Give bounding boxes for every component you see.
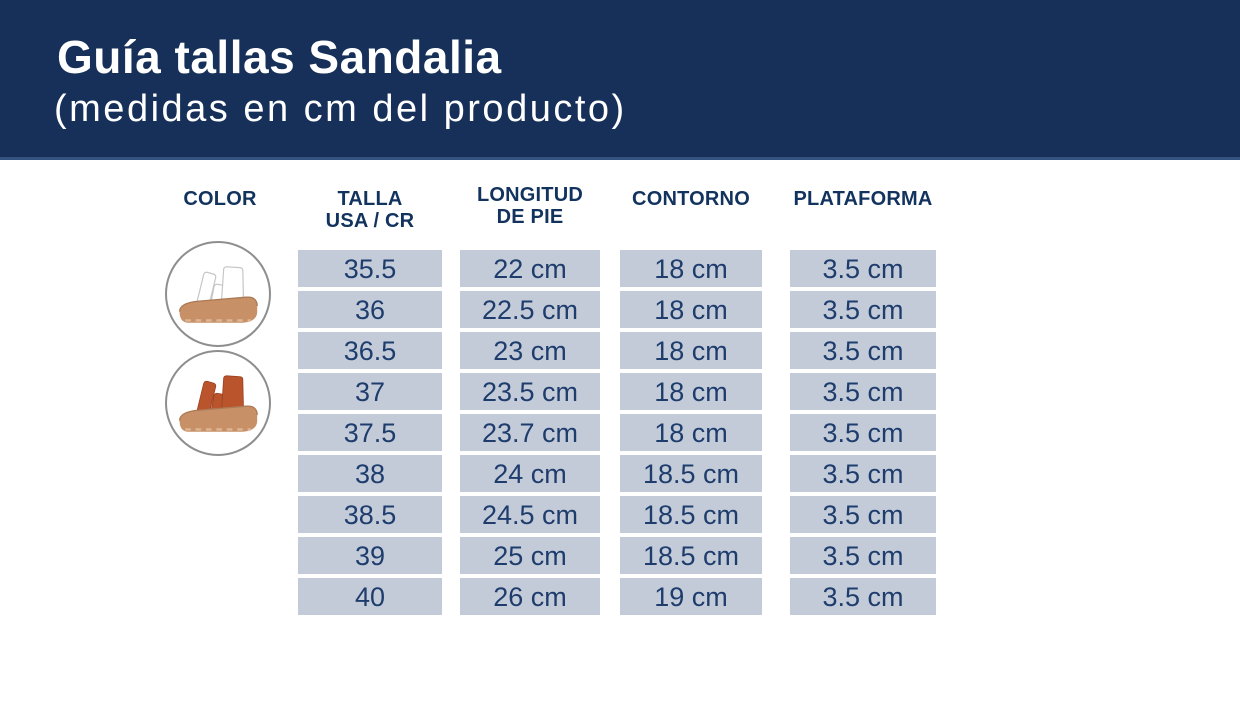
table-cell: 18 cm	[620, 291, 762, 328]
table-cell: 38	[298, 455, 442, 492]
table-cell: 24.5 cm	[460, 496, 600, 533]
strap-group	[195, 375, 245, 417]
column-header-talla: TALLA USA / CR	[298, 188, 442, 232]
table-cell: 38.5	[298, 496, 442, 533]
table-cell: 18 cm	[620, 414, 762, 451]
table-cell: 18 cm	[620, 250, 762, 287]
table-cell: 23.7 cm	[460, 414, 600, 451]
table-cell: 3.5 cm	[790, 455, 936, 492]
table-cell: 25 cm	[460, 537, 600, 574]
table-cell: 18 cm	[620, 332, 762, 369]
column-header-color: COLOR	[150, 188, 290, 210]
table-cell: 22 cm	[460, 250, 600, 287]
column-header-talla-line1: TALLA	[337, 188, 403, 210]
table-cell: 3.5 cm	[790, 496, 936, 533]
platform-sole	[178, 296, 258, 323]
table-cell: 39	[298, 537, 442, 574]
page-title: Guía tallas Sandalia	[57, 31, 502, 83]
column-header-contorno-label: CONTORNO	[632, 188, 750, 210]
color-swatch-terracotta	[165, 350, 271, 456]
column-talla-cells: 35.5 36 36.5 37 37.5 38 38.5 39 40	[298, 250, 442, 615]
column-longitud-cells: 22 cm 22.5 cm 23 cm 23.5 cm 23.7 cm 24 c…	[460, 250, 600, 615]
color-swatch-white	[165, 241, 271, 347]
table-cell: 3.5 cm	[790, 414, 936, 451]
table-cell: 37	[298, 373, 442, 410]
table-cell: 23.5 cm	[460, 373, 600, 410]
table-cell: 35.5	[298, 250, 442, 287]
table-cell: 37.5	[298, 414, 442, 451]
sandal-white-icon	[178, 266, 258, 323]
column-plataforma-cells: 3.5 cm 3.5 cm 3.5 cm 3.5 cm 3.5 cm 3.5 c…	[790, 250, 936, 615]
table-cell: 40	[298, 578, 442, 615]
platform-sole	[178, 405, 258, 432]
table-cell: 3.5 cm	[790, 250, 936, 287]
column-contorno-cells: 18 cm 18 cm 18 cm 18 cm 18 cm 18.5 cm 18…	[620, 250, 762, 615]
table-cell: 26 cm	[460, 578, 600, 615]
table-cell: 23 cm	[460, 332, 600, 369]
table-cell: 18.5 cm	[620, 537, 762, 574]
column-header-contorno: CONTORNO	[620, 188, 762, 210]
column-header-color-label: COLOR	[183, 188, 257, 210]
page-subtitle: (medidas en cm del producto)	[54, 88, 627, 130]
column-header-longitud: LONGITUD DE PIE	[460, 184, 600, 228]
table-cell: 18.5 cm	[620, 496, 762, 533]
column-header-longitud-line1: LONGITUD	[476, 184, 584, 206]
table-cell: 3.5 cm	[790, 537, 936, 574]
table-cell: 3.5 cm	[790, 373, 936, 410]
table-cell: 19 cm	[620, 578, 762, 615]
column-header-talla-line2: USA / CR	[325, 210, 415, 232]
table-cell: 36.5	[298, 332, 442, 369]
column-header-longitud-line2: DE PIE	[496, 206, 564, 228]
header-banner: Guía tallas Sandalia (medidas en cm del …	[0, 0, 1240, 160]
column-header-plataforma-label: PLATAFORMA	[793, 188, 933, 210]
column-header-plataforma: PLATAFORMA	[790, 188, 936, 210]
table-cell: 18 cm	[620, 373, 762, 410]
table-cell: 36	[298, 291, 442, 328]
table-cell: 3.5 cm	[790, 578, 936, 615]
table-cell: 24 cm	[460, 455, 600, 492]
table-cell: 22.5 cm	[460, 291, 600, 328]
table-cell: 3.5 cm	[790, 332, 936, 369]
sandal-terracotta-icon	[178, 375, 258, 432]
table-cell: 3.5 cm	[790, 291, 936, 328]
table-cell: 18.5 cm	[620, 455, 762, 492]
